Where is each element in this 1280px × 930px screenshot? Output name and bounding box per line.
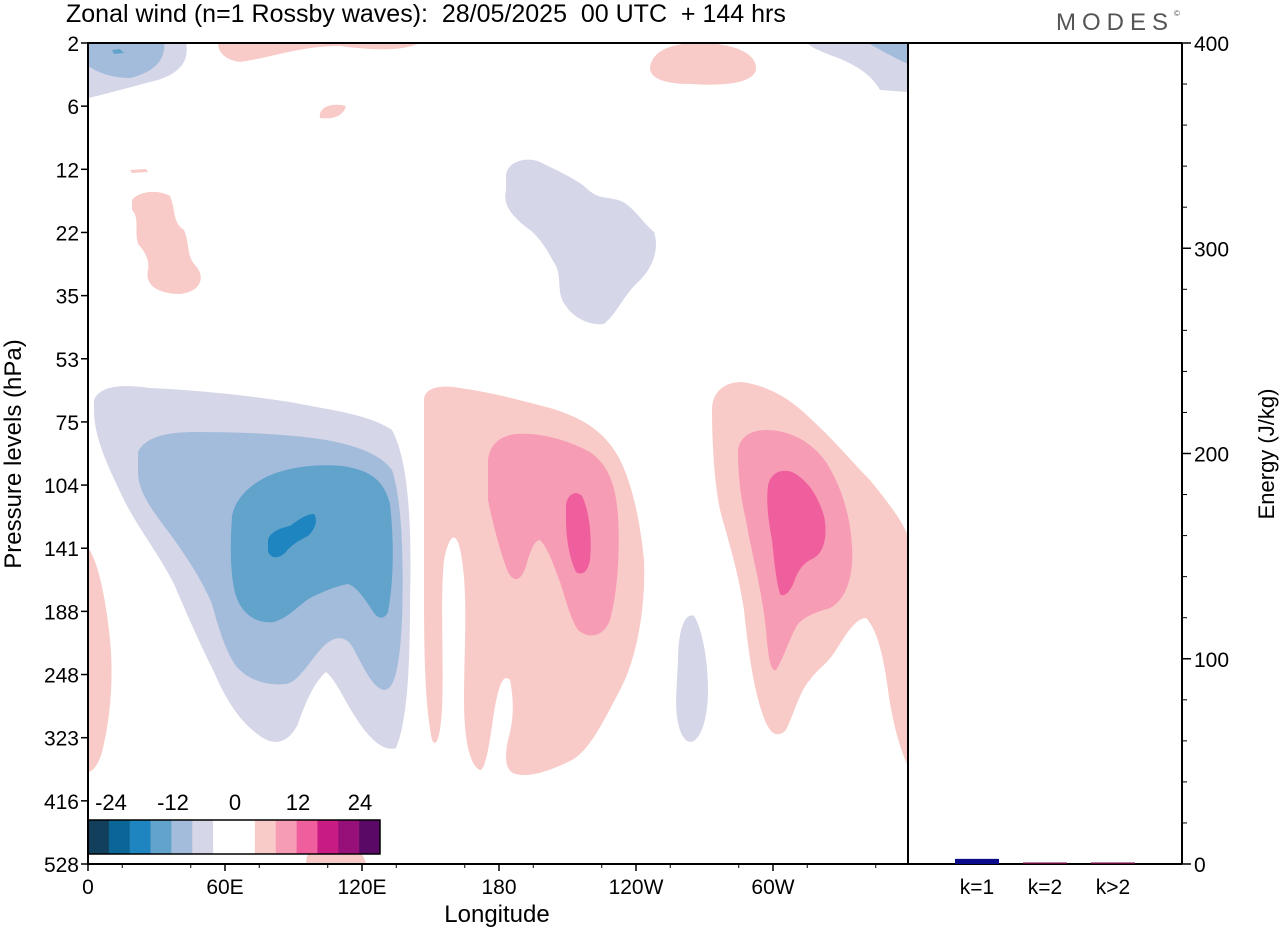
chart-title: Zonal wind (n=1 Rossby waves): 28/05/202… [66,0,786,28]
energy-tick-label: 0 [1194,854,1206,877]
colorbar-swatch [129,820,151,854]
y-tick-label: 188 [44,601,79,624]
energy-category-label: k=1 [960,876,994,899]
colorbar-swatch [275,820,297,854]
x-tick-label: 180 [481,876,516,899]
colorbar-label: 12 [286,790,310,815]
pos-region [88,548,112,772]
y-tick-label: 104 [44,475,79,498]
energy-bars: k=1 k=2 k>2 [955,858,1135,899]
logo-text: MODES [1056,9,1175,36]
colorbar-swatch [171,820,193,854]
pos-region [488,433,619,636]
x-tick-label: 120W [609,876,664,899]
colorbar-swatch [88,820,110,854]
energy-tick-label: 300 [1194,238,1229,261]
x-tick-label: 0 [82,876,94,899]
colorbar-label: -12 [157,790,189,815]
y-tick-label: 75 [56,412,79,435]
neg-region [868,43,908,64]
energy-bar-axes: 0 100 200 300 400 [908,33,1229,877]
energy-bar [1091,862,1135,864]
zonal-wind-contours [88,43,908,864]
colorbar: -24 -12 0 12 24 [87,786,381,855]
y-tick-label: 22 [56,222,79,245]
colorbar-label: 24 [348,790,372,815]
colorbar-swatch [150,820,172,854]
colorbar-swatch [254,820,277,854]
colorbar-label: 0 [229,790,241,815]
pos-region [650,43,757,85]
colorbar-swatch [108,820,131,854]
modes-logo: MODES© [1056,9,1180,37]
colorbar-swatch [359,820,381,854]
energy-category-label: k=2 [1028,876,1062,899]
neg-region [505,159,656,325]
pos-region [132,191,201,294]
neg-region [808,43,908,92]
y-tick-label: 2 [67,33,79,56]
pos-region [566,493,591,574]
y-tick-label: 528 [44,854,79,877]
colorbar-label-bg [88,786,380,820]
y-axis-label: Pressure levels (hPa) [0,339,27,568]
y-tick-label: 53 [56,349,79,372]
y-tick-label: 323 [44,728,79,751]
y-tick-label: 35 [56,286,79,309]
y-tick-label: 6 [67,96,79,119]
y-tick-label: 416 [44,791,79,814]
pos-region [130,169,148,173]
colorbar-label: -24 [95,790,127,815]
colorbar-swatch [296,820,318,854]
energy-axis-label: Energy (J/kg) [1254,389,1279,520]
colorbar-swatch [317,820,339,854]
energy-category-label: k>2 [1096,876,1130,899]
energy-bar [1023,862,1067,864]
pos-region [218,43,420,62]
y-tick-label: 12 [56,159,79,182]
colorbar-swatch [213,820,235,854]
colorbar-swatch [234,820,256,854]
x-axis-label: Longitude [444,901,549,928]
x-tick-label: 60E [206,876,243,899]
neg-region [230,465,393,623]
neg-region [88,43,165,78]
energy-tick-label: 400 [1194,33,1229,56]
energy-tick-label: 100 [1194,649,1229,672]
x-tick-label: 120E [337,876,386,899]
heatmap-frame [87,42,909,865]
energy-bar [955,858,999,864]
neg-region [676,615,708,742]
logo-mark: © [1174,9,1180,18]
colorbar-swatch [338,820,360,854]
pos-region [319,104,346,119]
y-tick-label: 141 [44,538,79,561]
neg-region [112,49,124,54]
energy-tick-label: 200 [1194,444,1229,467]
neg-region [268,514,316,558]
pos-region [767,470,826,596]
colorbar-swatch [192,820,214,854]
y-tick-label: 248 [44,665,79,688]
x-tick-label: 60W [751,876,794,899]
